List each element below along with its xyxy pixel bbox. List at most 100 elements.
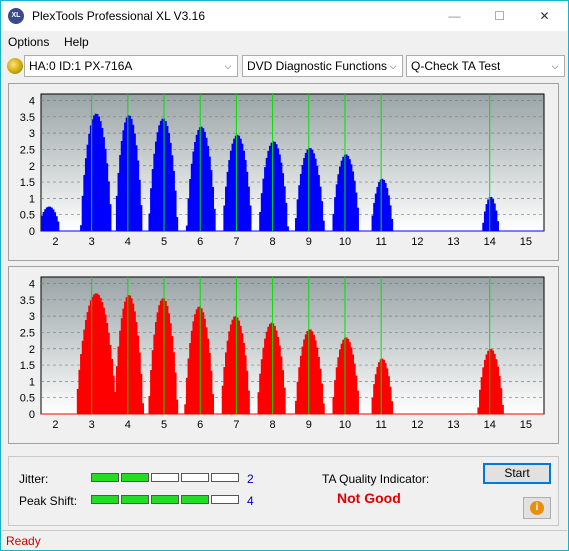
data-bar [275,330,278,414]
data-bar [226,171,229,231]
data-bar [286,226,289,231]
y-tick-label: 3 [29,311,35,323]
data-bar [492,350,495,414]
menu-bar: Options Help [1,32,568,52]
data-bar [353,180,356,231]
data-bar [101,302,104,414]
data-bar [353,363,356,414]
data-bar [246,171,249,231]
data-bar [106,163,109,231]
data-bar [342,156,345,231]
results-panel: Jitter: 2 Peak Shift: 4 TA Quality Indic… [8,456,559,526]
drive-select-value: HA:0 ID:1 PX-716A [29,59,133,73]
maximize-button[interactable]: ☐ [494,9,505,23]
data-bar [334,197,337,231]
y-tick-label: 3 [29,128,35,140]
data-bar [49,206,52,231]
data-bar [378,362,381,414]
data-bar [76,388,79,414]
data-bar [262,347,265,414]
data-bar [169,142,172,231]
meter-segment [121,495,149,504]
data-bar [275,144,278,231]
data-bar [86,312,89,414]
data-bar [477,407,480,414]
x-tick-label: 10 [339,236,351,248]
data-bar [268,323,272,414]
data-bar [301,346,304,414]
data-bar [80,225,83,231]
menu-options[interactable]: Options [8,35,50,49]
data-bar [174,372,177,414]
data-bar [356,207,359,231]
drive-select[interactable]: HA:0 ID:1 PX-716A ⌵ [24,55,238,77]
data-bar [270,322,273,414]
data-bar [176,217,179,231]
data-bar [104,148,107,231]
x-tick-label: 5 [161,236,167,248]
data-bar [91,119,94,231]
data-bar [493,353,496,414]
data-bar [169,323,172,414]
data-bar [148,213,151,231]
title-bar: XL PlexTools Professional XL V3.16 — ☐ ✕ [1,1,568,31]
data-bar [200,126,203,231]
top-chart: 4 3.5 3 2.5 2 1.5 1 0.5 0 2 3 4 5 6 7 8 9 10 11 12 13 14 15 [20,93,545,248]
data-bar [384,363,387,414]
meter-segment [181,495,209,504]
data-bar [229,150,232,231]
drive-icon [7,58,23,74]
data-bar [190,163,193,231]
data-bar [483,211,486,231]
data-bar [374,193,377,231]
data-bar [382,179,385,231]
meter-segment [91,495,119,504]
data-bar [306,330,309,414]
data-bar [150,369,153,414]
info-icon: i [530,501,544,515]
start-button[interactable]: Start [483,463,551,484]
y-tick-label: 1.5 [20,177,35,189]
data-bar [303,339,306,414]
data-bar [114,392,117,414]
info-button[interactable]: i [523,497,551,519]
x-tick-label: 7 [233,236,239,248]
data-bar [161,118,164,231]
x-tick-label: 11 [375,236,386,248]
data-bar [107,333,110,414]
data-bar [54,212,57,231]
close-button[interactable]: ✕ [539,9,550,23]
test-select[interactable]: Q-Check TA Test ⌵ [406,55,565,77]
data-bar [340,160,343,231]
data-bar [107,181,110,231]
y-tick-label: 1 [29,376,35,388]
data-bar [282,370,285,414]
data-bar [317,175,320,231]
data-bar [283,387,286,414]
minimize-button[interactable]: — [448,9,461,23]
data-bar [154,322,158,414]
function-select[interactable]: DVD Diagnostic Functions ⌵ [242,55,403,77]
data-bar [259,373,262,414]
bottom-chart-panel: 4 3.5 3 2.5 2 1.5 1 0.5 0 2 3 4 5 6 7 8 9 10 11 12 13 14 15 [8,266,559,444]
x-tick-label: 15 [520,419,532,431]
data-bar [141,403,144,414]
data-bar [267,150,270,231]
data-bar [124,122,127,231]
data-bar [244,355,247,414]
data-bar [480,377,483,414]
data-bar [200,308,203,414]
data-bar [161,298,164,414]
data-bar [277,148,280,231]
menu-help[interactable]: Help [64,35,89,49]
data-bar [236,317,239,414]
x-tick-label: 12 [411,419,423,431]
y-tick-label: 1.5 [20,360,35,372]
chevron-down-icon: ⌵ [389,61,397,71]
data-bar [130,298,133,414]
data-bar [482,367,485,414]
data-bar [487,199,490,231]
data-bar [115,195,118,231]
data-bar [229,324,232,414]
data-bar [111,358,114,414]
